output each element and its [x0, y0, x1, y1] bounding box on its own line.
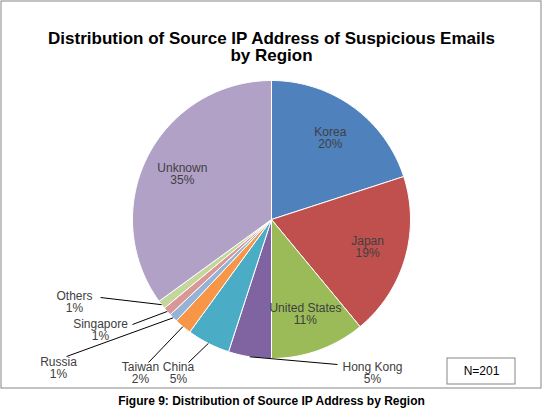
svg-text:Russia1%: Russia1%: [40, 355, 77, 381]
svg-text:Hong Kong5%: Hong Kong5%: [342, 360, 402, 386]
svg-text:N=201: N=201: [464, 364, 500, 378]
svg-text:Japan19%: Japan19%: [351, 234, 384, 260]
svg-text:Korea20%: Korea20%: [314, 125, 346, 151]
svg-text:Taiwan2%: Taiwan2%: [122, 360, 159, 386]
svg-text:Others1%: Others1%: [56, 289, 92, 315]
svg-text:Singapore1%: Singapore1%: [73, 317, 128, 343]
svg-text:United States11%: United States11%: [269, 301, 341, 327]
svg-text:Figure 9: Distribution of Sour: Figure 9: Distribution of Source IP Addr…: [118, 394, 425, 408]
svg-text:Unknown35%: Unknown35%: [157, 161, 207, 187]
svg-text:Distribution of Source IP Addr: Distribution of Source IP Address of Sus…: [48, 29, 495, 65]
svg-text:China5%: China5%: [163, 360, 195, 386]
